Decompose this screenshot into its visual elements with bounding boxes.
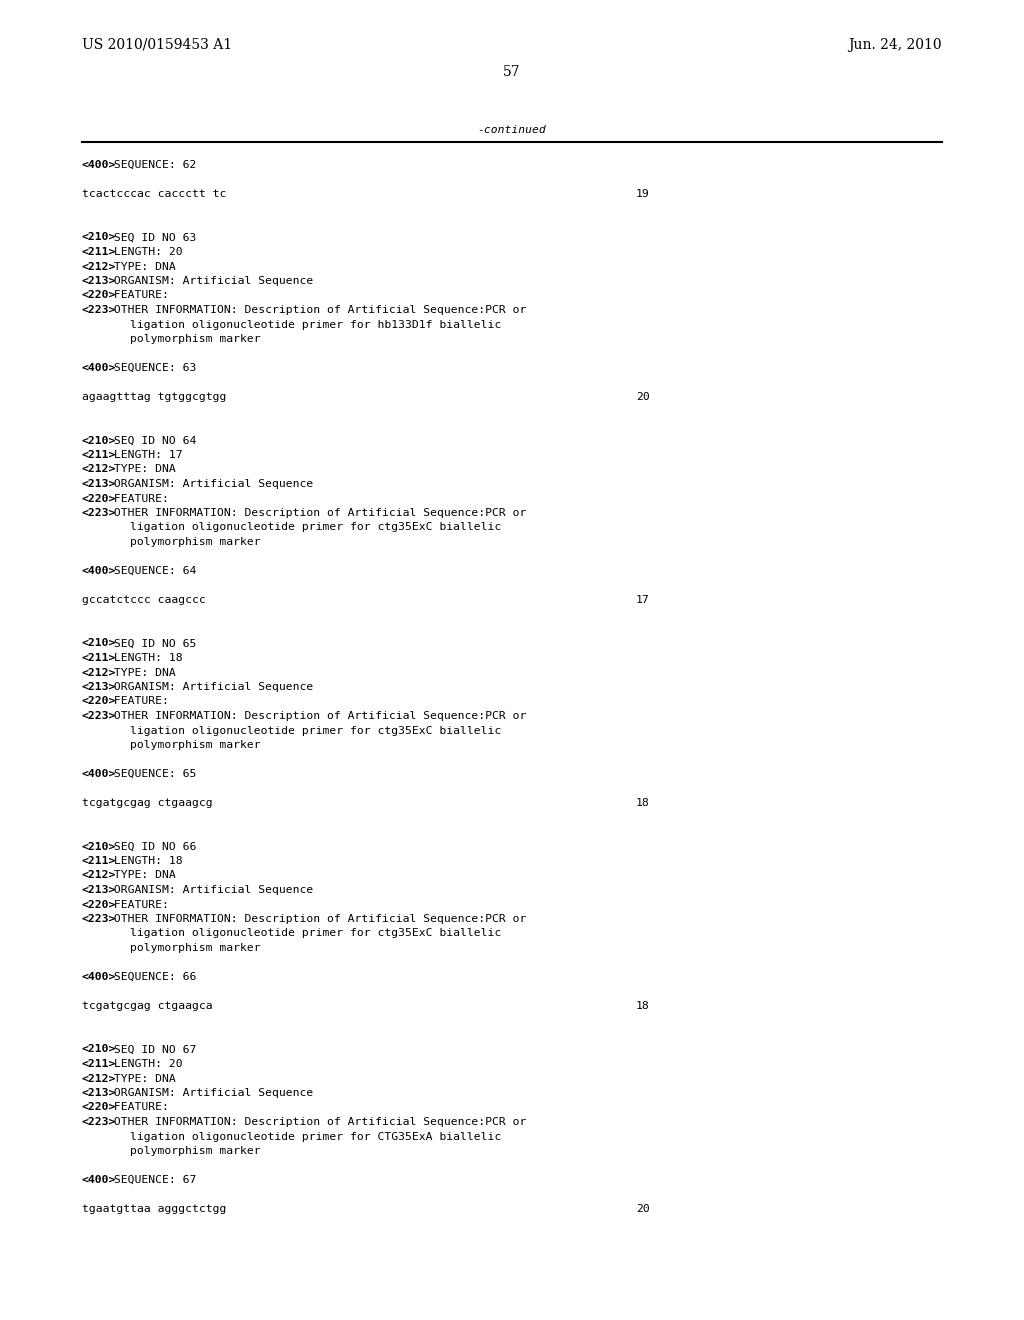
Text: agaagtttag tgtggcgtgg: agaagtttag tgtggcgtgg (82, 392, 226, 403)
Text: FEATURE:: FEATURE: (106, 697, 169, 706)
Text: <400>: <400> (82, 160, 117, 170)
Text: SEQ ID NO 63: SEQ ID NO 63 (106, 232, 196, 243)
Text: OTHER INFORMATION: Description of Artificial Sequence:PCR or: OTHER INFORMATION: Description of Artifi… (106, 711, 526, 721)
Text: ORGANISM: Artificial Sequence: ORGANISM: Artificial Sequence (106, 276, 313, 286)
Text: ligation oligonucleotide primer for ctg35ExC biallelic: ligation oligonucleotide primer for ctg3… (130, 726, 502, 735)
Text: SEQUENCE: 65: SEQUENCE: 65 (106, 770, 196, 779)
Text: <223>: <223> (82, 1117, 117, 1127)
Text: SEQUENCE: 66: SEQUENCE: 66 (106, 972, 196, 982)
Text: polymorphism marker: polymorphism marker (130, 1146, 261, 1156)
Text: SEQUENCE: 63: SEQUENCE: 63 (106, 363, 196, 374)
Text: FEATURE:: FEATURE: (106, 494, 169, 503)
Text: TYPE: DNA: TYPE: DNA (106, 870, 175, 880)
Text: SEQUENCE: 64: SEQUENCE: 64 (106, 566, 196, 576)
Text: <211>: <211> (82, 855, 117, 866)
Text: <210>: <210> (82, 639, 117, 648)
Text: ligation oligonucleotide primer for CTG35ExA biallelic: ligation oligonucleotide primer for CTG3… (130, 1131, 502, 1142)
Text: <212>: <212> (82, 261, 117, 272)
Text: <400>: <400> (82, 1175, 117, 1185)
Text: <400>: <400> (82, 363, 117, 374)
Text: LENGTH: 20: LENGTH: 20 (106, 247, 182, 257)
Text: tcgatgcgag ctgaagca: tcgatgcgag ctgaagca (82, 1001, 213, 1011)
Text: polymorphism marker: polymorphism marker (130, 334, 261, 345)
Text: polymorphism marker: polymorphism marker (130, 942, 261, 953)
Text: ORGANISM: Artificial Sequence: ORGANISM: Artificial Sequence (106, 479, 313, 488)
Text: tgaatgttaa agggctctgg: tgaatgttaa agggctctgg (82, 1204, 226, 1214)
Text: <210>: <210> (82, 842, 117, 851)
Text: LENGTH: 18: LENGTH: 18 (106, 855, 182, 866)
Text: tcactcccac caccctt tc: tcactcccac caccctt tc (82, 189, 226, 199)
Text: <223>: <223> (82, 913, 117, 924)
Text: ORGANISM: Artificial Sequence: ORGANISM: Artificial Sequence (106, 884, 313, 895)
Text: ligation oligonucleotide primer for ctg35ExC biallelic: ligation oligonucleotide primer for ctg3… (130, 523, 502, 532)
Text: <210>: <210> (82, 436, 117, 446)
Text: SEQ ID NO 65: SEQ ID NO 65 (106, 639, 196, 648)
Text: <212>: <212> (82, 668, 117, 677)
Text: LENGTH: 20: LENGTH: 20 (106, 1059, 182, 1069)
Text: TYPE: DNA: TYPE: DNA (106, 465, 175, 474)
Text: <211>: <211> (82, 450, 117, 459)
Text: TYPE: DNA: TYPE: DNA (106, 261, 175, 272)
Text: 19: 19 (636, 189, 650, 199)
Text: 18: 18 (636, 1001, 650, 1011)
Text: ORGANISM: Artificial Sequence: ORGANISM: Artificial Sequence (106, 1088, 313, 1098)
Text: <210>: <210> (82, 1044, 117, 1055)
Text: <220>: <220> (82, 899, 117, 909)
Text: LENGTH: 18: LENGTH: 18 (106, 653, 182, 663)
Text: 57: 57 (503, 65, 521, 79)
Text: US 2010/0159453 A1: US 2010/0159453 A1 (82, 38, 232, 51)
Text: SEQ ID NO 67: SEQ ID NO 67 (106, 1044, 196, 1055)
Text: SEQUENCE: 67: SEQUENCE: 67 (106, 1175, 196, 1185)
Text: ligation oligonucleotide primer for ctg35ExC biallelic: ligation oligonucleotide primer for ctg3… (130, 928, 502, 939)
Text: <400>: <400> (82, 566, 117, 576)
Text: ligation oligonucleotide primer for hb133D1f biallelic: ligation oligonucleotide primer for hb13… (130, 319, 502, 330)
Text: <400>: <400> (82, 972, 117, 982)
Text: <223>: <223> (82, 508, 117, 517)
Text: <223>: <223> (82, 711, 117, 721)
Text: OTHER INFORMATION: Description of Artificial Sequence:PCR or: OTHER INFORMATION: Description of Artifi… (106, 508, 526, 517)
Text: <213>: <213> (82, 479, 117, 488)
Text: <220>: <220> (82, 697, 117, 706)
Text: tcgatgcgag ctgaagcg: tcgatgcgag ctgaagcg (82, 799, 213, 808)
Text: <400>: <400> (82, 770, 117, 779)
Text: ORGANISM: Artificial Sequence: ORGANISM: Artificial Sequence (106, 682, 313, 692)
Text: <213>: <213> (82, 682, 117, 692)
Text: FEATURE:: FEATURE: (106, 290, 169, 301)
Text: <210>: <210> (82, 232, 117, 243)
Text: FEATURE:: FEATURE: (106, 1102, 169, 1113)
Text: LENGTH: 17: LENGTH: 17 (106, 450, 182, 459)
Text: 20: 20 (636, 1204, 650, 1214)
Text: <213>: <213> (82, 1088, 117, 1098)
Text: <220>: <220> (82, 494, 117, 503)
Text: <212>: <212> (82, 1073, 117, 1084)
Text: <220>: <220> (82, 290, 117, 301)
Text: <213>: <213> (82, 276, 117, 286)
Text: <211>: <211> (82, 247, 117, 257)
Text: Jun. 24, 2010: Jun. 24, 2010 (848, 38, 942, 51)
Text: <211>: <211> (82, 653, 117, 663)
Text: SEQ ID NO 66: SEQ ID NO 66 (106, 842, 196, 851)
Text: <220>: <220> (82, 1102, 117, 1113)
Text: SEQUENCE: 62: SEQUENCE: 62 (106, 160, 196, 170)
Text: 18: 18 (636, 799, 650, 808)
Text: OTHER INFORMATION: Description of Artificial Sequence:PCR or: OTHER INFORMATION: Description of Artifi… (106, 1117, 526, 1127)
Text: -continued: -continued (477, 125, 547, 135)
Text: 17: 17 (636, 595, 650, 605)
Text: TYPE: DNA: TYPE: DNA (106, 668, 175, 677)
Text: OTHER INFORMATION: Description of Artificial Sequence:PCR or: OTHER INFORMATION: Description of Artifi… (106, 913, 526, 924)
Text: gccatctccc caagccc: gccatctccc caagccc (82, 595, 206, 605)
Text: polymorphism marker: polymorphism marker (130, 741, 261, 750)
Text: <223>: <223> (82, 305, 117, 315)
Text: <211>: <211> (82, 1059, 117, 1069)
Text: FEATURE:: FEATURE: (106, 899, 169, 909)
Text: polymorphism marker: polymorphism marker (130, 537, 261, 546)
Text: <212>: <212> (82, 465, 117, 474)
Text: TYPE: DNA: TYPE: DNA (106, 1073, 175, 1084)
Text: OTHER INFORMATION: Description of Artificial Sequence:PCR or: OTHER INFORMATION: Description of Artifi… (106, 305, 526, 315)
Text: <213>: <213> (82, 884, 117, 895)
Text: <212>: <212> (82, 870, 117, 880)
Text: SEQ ID NO 64: SEQ ID NO 64 (106, 436, 196, 446)
Text: 20: 20 (636, 392, 650, 403)
